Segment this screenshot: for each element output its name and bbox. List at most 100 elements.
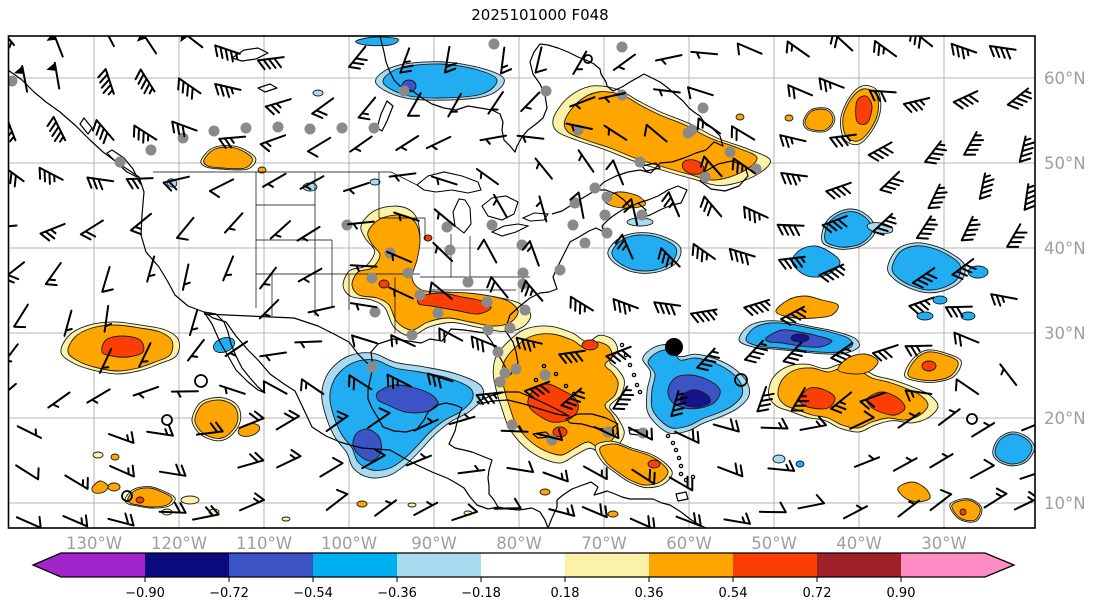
lon-tick-label: 130°W — [66, 534, 122, 553]
colorbar-segment — [313, 553, 397, 577]
open-circle-marker — [583, 54, 593, 64]
station-dot — [599, 209, 611, 221]
station-dot — [366, 272, 378, 284]
lat-tick-label: 30°N — [1044, 324, 1086, 343]
colorbar-tick-label: 0.36 — [635, 586, 664, 601]
station-dot — [601, 227, 613, 239]
station-dot — [519, 304, 531, 316]
station-dot — [504, 322, 516, 334]
lon-tick-label: 80°W — [496, 534, 542, 553]
station-dot — [366, 361, 378, 373]
colorbar-tick-label: 0.72 — [803, 586, 832, 601]
station-dot — [432, 307, 444, 319]
station-dot — [697, 102, 709, 114]
open-circle-marker — [161, 414, 173, 426]
colorbar-segment — [649, 553, 733, 577]
colorbar-tick-label: −0.54 — [293, 586, 333, 601]
station-dot — [724, 146, 736, 158]
lon-tick-label: 60°W — [666, 534, 712, 553]
colorbar-segment — [733, 553, 817, 577]
station-dot — [616, 41, 628, 53]
lon-tick-label: 120°W — [151, 534, 207, 553]
station-dot — [488, 38, 500, 50]
lat-tick-label: 10°N — [1044, 494, 1086, 513]
colorbar — [31, 552, 1016, 578]
station-dot — [444, 244, 456, 256]
station-dot — [539, 369, 551, 381]
station-dot — [402, 267, 414, 279]
colorbar-segment — [145, 553, 229, 577]
station-dot — [492, 346, 504, 358]
colorbar-tick-label: −0.90 — [125, 586, 165, 601]
colorbar-segment — [481, 553, 565, 577]
station-dot — [304, 123, 316, 135]
station-dot — [750, 163, 762, 175]
station-dot — [634, 156, 646, 168]
station-dot — [499, 367, 511, 379]
station-dot — [240, 122, 252, 134]
lat-tick-label: 20°N — [1044, 409, 1086, 428]
station-dot — [369, 306, 381, 318]
station-dot — [398, 85, 410, 97]
lon-tick-label: 100°W — [321, 534, 377, 553]
lon-tick-label: 40°W — [836, 534, 882, 553]
station-dot — [482, 324, 494, 336]
lon-tick-label: 50°W — [751, 534, 797, 553]
colorbar-segment — [901, 553, 985, 577]
map-frame — [7, 35, 1036, 529]
colorbar-tick-label: 0.18 — [551, 586, 580, 601]
station-dot — [699, 171, 711, 183]
markers-layer — [121, 54, 978, 502]
lon-tick-label: 70°W — [581, 534, 627, 553]
black-dot-marker — [665, 338, 683, 356]
lon-tick-label: 90°W — [411, 534, 457, 553]
station-dot — [569, 197, 581, 209]
station-dot — [406, 329, 418, 341]
colorbar-segment — [229, 553, 313, 577]
colorbar-tick-label: −0.72 — [209, 586, 249, 601]
wind-barbs-layer — [8, 36, 1035, 528]
lat-axis-labels: 60°N 50°N 40°N 30°N 20°N 10°N — [1044, 69, 1086, 513]
station-dot — [462, 276, 474, 288]
colorbar-tick-label: −0.18 — [461, 586, 501, 601]
contour-regions-layer — [60, 36, 1035, 523]
station-dot — [494, 376, 506, 388]
station-dot — [517, 267, 529, 279]
colorbar-segment — [817, 553, 901, 577]
station-dot — [114, 156, 126, 168]
station-dot — [336, 122, 348, 134]
open-circle-marker — [966, 413, 978, 425]
station-dot — [208, 125, 220, 137]
open-circle-marker — [121, 490, 133, 502]
station-dot — [486, 219, 498, 231]
station-dot — [368, 122, 380, 134]
island-dots-layer — [533, 342, 696, 483]
station-dot — [145, 144, 157, 156]
station-dot — [554, 264, 566, 276]
colorbar-segment — [397, 553, 481, 577]
station-dot — [272, 121, 284, 133]
lat-tick-label: 40°N — [1044, 239, 1086, 258]
station-dot — [441, 221, 453, 233]
colorbar-tick-label: 0.54 — [719, 586, 748, 601]
lon-axis-labels: 130°W 120°W 110°W 100°W 90°W 80°W 70°W 60°W 50°W… — [66, 534, 967, 553]
station-dot — [682, 127, 694, 139]
station-dot — [506, 419, 518, 431]
lakes-layer — [416, 171, 549, 237]
station-dot — [8, 75, 18, 87]
station-dot — [579, 237, 591, 249]
colorbar-segment — [61, 553, 145, 577]
colorbar-tick-label: −0.36 — [377, 586, 417, 601]
chart-title: 2025101000 F048 — [471, 6, 609, 24]
station-dot — [589, 182, 601, 194]
station-dot — [567, 219, 579, 231]
colorbar-ticks: −0.90 −0.72 −0.54 −0.36 −0.18 0.18 0.36 0.54 0.7… — [125, 577, 915, 601]
station-dot — [540, 85, 552, 97]
lat-tick-label: 50°N — [1044, 154, 1086, 173]
colorbar-tick-label: 0.90 — [887, 586, 916, 601]
station-dot — [636, 209, 648, 221]
station-dot — [510, 363, 522, 375]
open-circle-marker — [194, 374, 208, 388]
